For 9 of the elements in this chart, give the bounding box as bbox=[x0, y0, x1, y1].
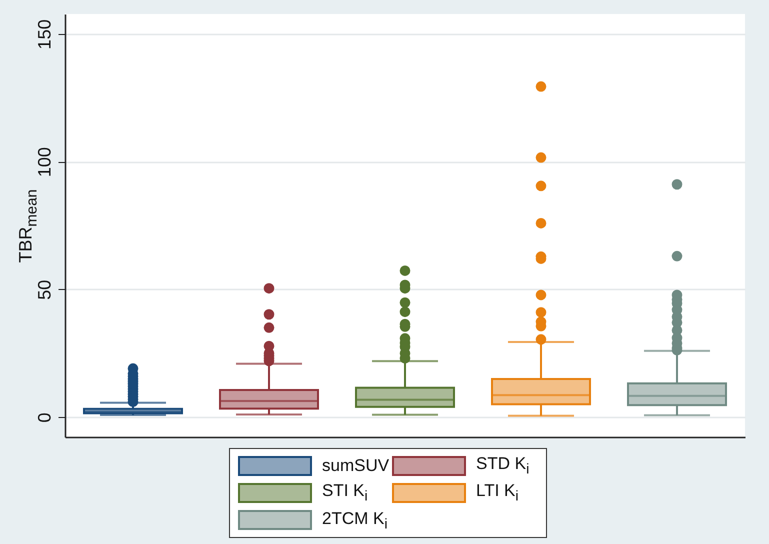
legend-label: LTI K$_{i}$ bbox=[476, 481, 519, 505]
legend-label: STD K$_{i}$ bbox=[476, 454, 530, 478]
legend-label: sumSUV bbox=[322, 456, 390, 476]
y-tick-label: 150 bbox=[34, 19, 54, 50]
legend-label: STI K$_{i}$ bbox=[322, 481, 368, 505]
y-tick-label: 0 bbox=[34, 412, 54, 423]
y-tick-label: 50 bbox=[34, 280, 54, 300]
y-tick-label: 100 bbox=[34, 147, 54, 178]
legend-label: 2TCM K$_{i}$ bbox=[322, 508, 388, 532]
